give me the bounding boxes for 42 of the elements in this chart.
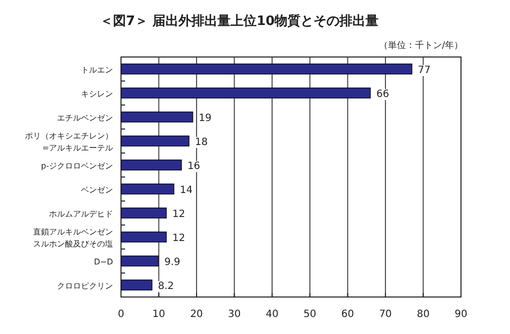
bar — [120, 136, 190, 146]
bar — [120, 88, 371, 98]
x-tick-label: 20 — [190, 309, 203, 320]
bar — [120, 160, 182, 170]
bar — [120, 184, 174, 194]
data-label: 16 — [187, 161, 200, 172]
y-tick-label: p-ジクロロベンゼン — [41, 162, 113, 170]
data-label: 77 — [418, 65, 431, 76]
bar — [120, 112, 194, 122]
y-tick-label: キシレン — [81, 90, 113, 98]
x-tick-label: 70 — [379, 309, 392, 320]
y-tick-label: D−D — [94, 258, 113, 266]
data-label: 14 — [180, 185, 193, 196]
x-tick-label: 10 — [152, 309, 166, 320]
data-label: 12 — [172, 209, 186, 220]
y-tick-label: ベンゼン — [81, 186, 113, 194]
y-tick-label: ホルムアルデヒド — [49, 210, 113, 218]
x-tick-label: 0 — [118, 309, 124, 320]
data-label: 8.2 — [158, 281, 174, 292]
x-tick-label: 40 — [266, 309, 278, 320]
x-tick-label: 50 — [304, 309, 316, 320]
bar — [120, 208, 167, 218]
bar — [120, 64, 412, 74]
y-tick-label: トルエン — [81, 66, 113, 74]
y-tick-label: ポリ（オキシエチレン） =アルキルエーテル — [25, 132, 113, 152]
data-label: 66 — [376, 89, 390, 100]
y-tick-label: 直鎖アルキルベンゼンスルホン酸及びその塩 — [33, 228, 113, 248]
data-label: 18 — [195, 137, 208, 148]
bar — [120, 280, 152, 290]
x-tick-label: 30 — [228, 309, 241, 320]
x-tick-label: 60 — [341, 309, 354, 320]
data-label: 19 — [198, 113, 212, 124]
data-label: 12 — [172, 233, 186, 244]
chart-title: ＜図7＞ 届出外排出量上位10物質とその排出量 — [100, 13, 379, 29]
x-tick-label: 90 — [454, 309, 468, 320]
text: （単位：千トン/年） — [378, 40, 463, 51]
bar — [120, 232, 167, 242]
data-label: 9.9 — [164, 257, 180, 268]
bar — [120, 256, 159, 266]
x-tick-label: 80 — [416, 309, 430, 320]
y-tick-label: クロロピクリン — [57, 282, 113, 290]
y-tick-label: エチルベンゼン — [57, 114, 113, 122]
